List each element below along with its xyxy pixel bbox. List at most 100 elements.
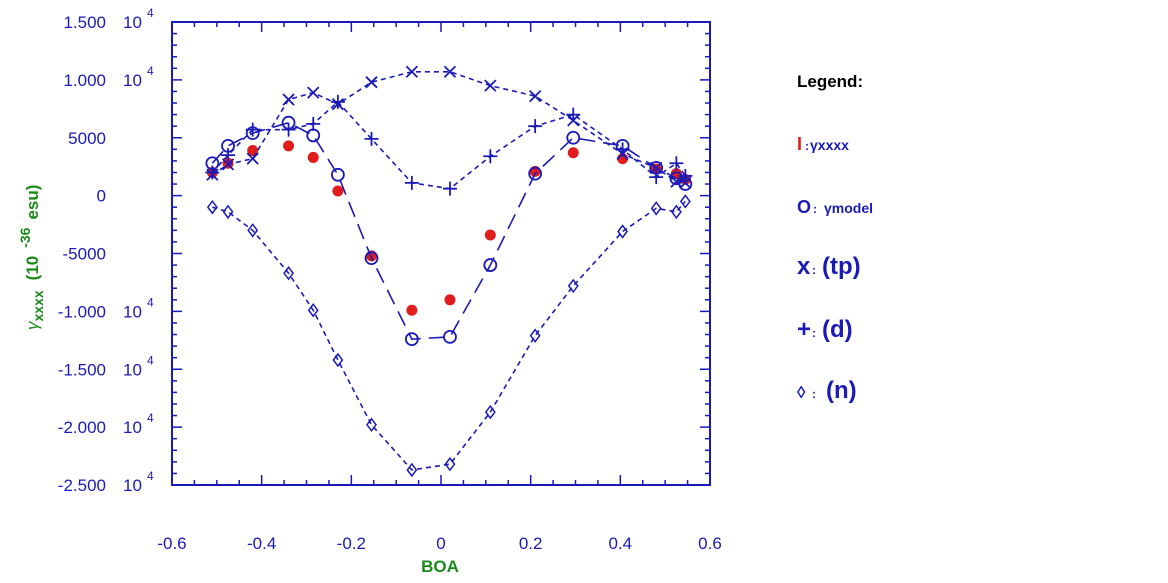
y-tick-exponent: 4 <box>147 6 154 20</box>
data-point-d <box>281 122 296 137</box>
data-point-tp <box>443 65 457 78</box>
x-tick-label: 0.6 <box>698 534 722 553</box>
legend-symbol: O <box>797 197 811 217</box>
plot-border <box>171 21 711 486</box>
x-axis-title: BOA <box>421 557 459 576</box>
y-tick-label: -5000 <box>63 245 106 264</box>
data-point-d <box>566 107 581 122</box>
y-axis-ticks: 1.500 10 4 1.000 10 4 5000 0 -5000 -1.000 10 4 -1.50… <box>58 6 710 495</box>
legend-separator: : <box>813 202 817 216</box>
series-xxxx <box>206 140 691 316</box>
x-tick-label: 0.4 <box>609 534 633 553</box>
data-point-d <box>669 156 684 171</box>
series-layer <box>205 65 693 478</box>
x-tick-label: -0.2 <box>337 534 366 553</box>
series-model <box>205 115 693 347</box>
series-d <box>205 94 693 196</box>
y-tick-exponent: 4 <box>147 411 154 425</box>
data-point-n <box>444 456 456 472</box>
legend-label: (n) <box>826 377 857 404</box>
data-point-n <box>283 265 295 281</box>
data-point-tp <box>484 79 497 92</box>
data-point-xxxx <box>283 140 295 152</box>
legend-entry-n: ◊: (n) <box>797 377 857 404</box>
y-tick-exponent: 4 <box>147 295 154 309</box>
legend-entry-tp: x: (tp) <box>797 253 861 280</box>
data-point-n <box>332 352 344 368</box>
data-point-xxxx <box>567 147 579 159</box>
data-point-n <box>307 302 319 318</box>
series-n <box>206 194 691 478</box>
data-point-d <box>649 170 664 185</box>
y-tick-label: -1.000 <box>58 302 106 321</box>
y-axis-title-unit: esu) <box>23 185 42 220</box>
data-point-tp <box>365 76 378 89</box>
data-point-xxxx <box>307 151 319 163</box>
data-point-xxxx <box>332 185 344 197</box>
legend-title: Legend: <box>797 72 863 91</box>
x-tick-label: 0 <box>436 534 445 553</box>
series-line-d <box>211 100 686 190</box>
data-point-model <box>443 329 457 344</box>
data-point-model <box>306 128 321 143</box>
data-point-d <box>678 168 693 183</box>
data-point-tp <box>405 65 418 78</box>
legend-label: (d) <box>822 316 853 343</box>
data-point-n <box>650 201 662 216</box>
y-tick-label: -2.500 <box>58 476 106 495</box>
legend-symbol: ◊ <box>797 383 806 402</box>
data-point-n <box>679 194 691 209</box>
legend-label: γxxxx <box>810 137 849 153</box>
y-axis-title-exp: -36 <box>17 227 33 247</box>
data-point-d <box>483 149 498 164</box>
y-tick-label: 0 <box>97 187 106 206</box>
y-axis-title: γxxxx (10 -36 esu) <box>17 185 46 330</box>
data-point-model <box>364 251 379 266</box>
data-point-d <box>306 116 321 131</box>
y-axis-title-sub: xxxx <box>30 290 46 321</box>
series-line-model <box>211 121 686 340</box>
legend-separator: : <box>812 326 816 340</box>
data-point-n <box>406 462 418 478</box>
y-tick-exponent: 4 <box>147 64 154 78</box>
data-point-model <box>330 167 345 182</box>
data-point-d <box>615 142 630 157</box>
data-point-n <box>670 204 682 220</box>
data-point-n <box>247 223 259 238</box>
data-point-n <box>484 404 496 420</box>
y-tick-base: 10 <box>123 302 142 321</box>
legend-label: γmodel <box>824 200 873 216</box>
data-point-d <box>330 94 345 109</box>
data-point-model <box>404 332 419 347</box>
legend-entry-d: +: (d) <box>797 316 853 343</box>
y-tick-base: 10 <box>123 418 142 437</box>
y-tick-base: 10 <box>123 360 142 379</box>
x-axis-ticks: -0.6 -0.4 -0.2 0 0.2 0.4 0.6 <box>157 22 722 553</box>
data-point-model <box>566 130 581 145</box>
x-tick-label: 0.2 <box>519 534 543 553</box>
data-point-n <box>567 278 579 294</box>
data-point-n <box>617 224 629 239</box>
data-point-xxxx <box>484 229 496 241</box>
data-point-d <box>364 131 379 146</box>
data-point-n <box>206 199 218 215</box>
data-point-model <box>483 258 498 272</box>
data-point-d <box>221 148 236 163</box>
series-tp <box>206 65 692 190</box>
y-tick-label: 1.500 <box>63 13 106 32</box>
data-point-n <box>222 204 234 220</box>
legend-symbol: + <box>797 316 811 343</box>
data-point-xxxx <box>444 294 456 306</box>
y-tick-exponent: 4 <box>147 469 154 483</box>
legend-label: (tp) <box>822 253 861 280</box>
data-point-tp <box>282 93 295 106</box>
data-point-d <box>245 122 260 137</box>
y-tick-label: -1.500 <box>58 360 106 379</box>
data-point-tp <box>246 152 259 165</box>
legend-entry-model: O: γmodel <box>797 197 873 217</box>
data-point-d <box>205 165 220 180</box>
y-tick-base: 10 <box>123 13 142 32</box>
